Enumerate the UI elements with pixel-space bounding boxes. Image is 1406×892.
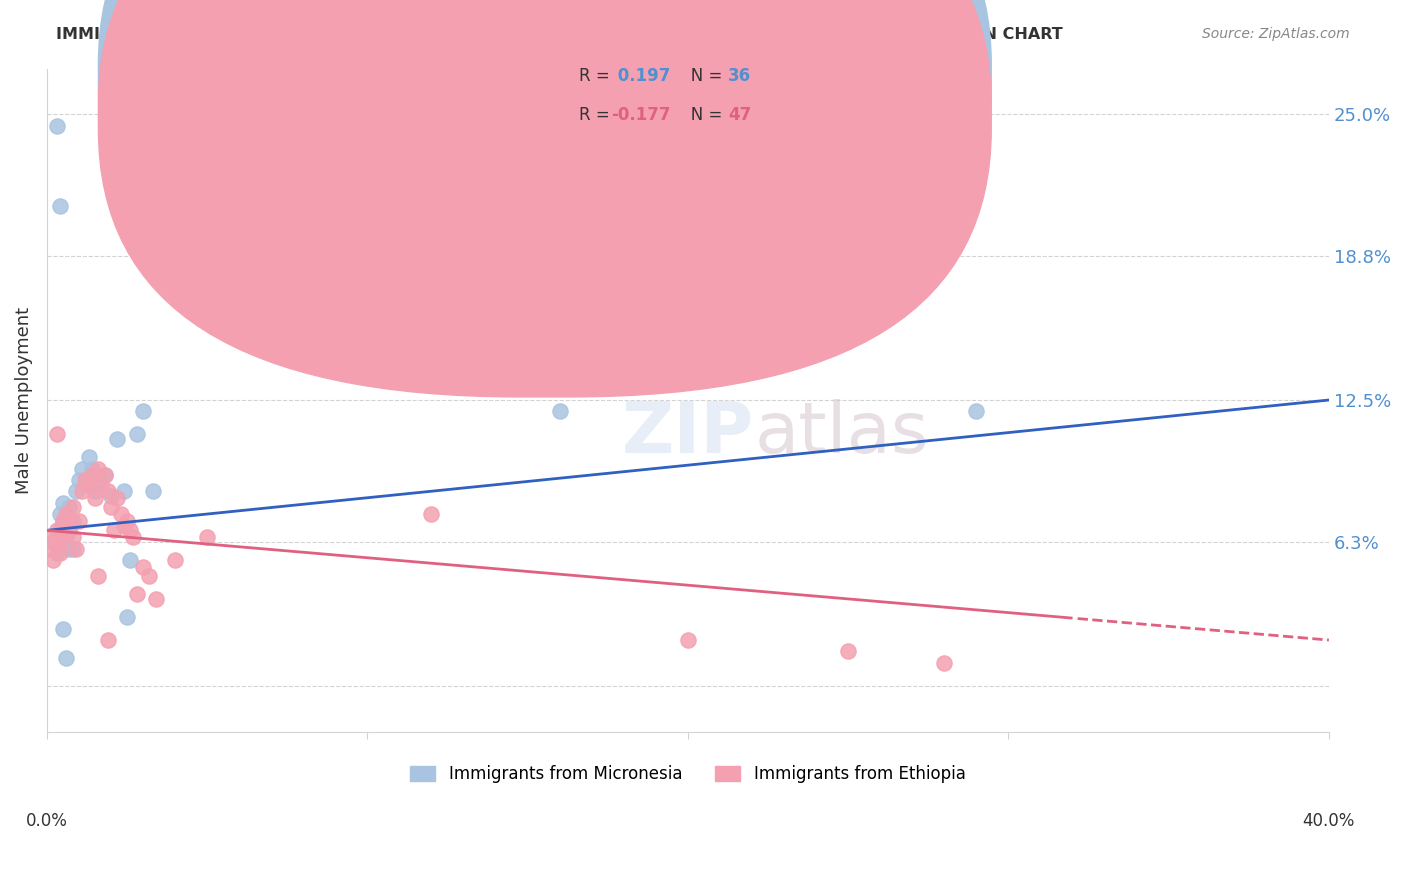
Point xyxy=(58,514,80,528)
Point xyxy=(112,518,135,533)
Point xyxy=(90,477,112,491)
Y-axis label: Male Unemployment: Male Unemployment xyxy=(15,307,32,493)
Point xyxy=(55,530,77,544)
Point xyxy=(93,468,115,483)
Point xyxy=(115,610,138,624)
Point xyxy=(105,432,128,446)
Point xyxy=(65,541,87,556)
Text: -0.177: -0.177 xyxy=(612,106,671,124)
Point xyxy=(52,530,75,544)
Point xyxy=(965,404,987,418)
Point xyxy=(48,534,70,549)
Point xyxy=(676,633,699,648)
Point xyxy=(45,119,67,133)
Text: Source: ZipAtlas.com: Source: ZipAtlas.com xyxy=(1202,27,1350,41)
Text: ZIP: ZIP xyxy=(621,399,754,467)
Point xyxy=(145,591,167,606)
Point xyxy=(62,500,84,515)
Point xyxy=(70,484,93,499)
Point xyxy=(77,477,100,491)
Point xyxy=(97,484,120,499)
Point xyxy=(58,524,80,538)
Point xyxy=(67,473,90,487)
Point xyxy=(48,524,70,538)
Point xyxy=(42,553,65,567)
Point xyxy=(93,468,115,483)
Text: 36: 36 xyxy=(728,67,751,85)
Point xyxy=(122,530,145,544)
Point xyxy=(120,524,142,538)
Text: N =: N = xyxy=(675,106,727,124)
Text: R =: R = xyxy=(579,106,616,124)
Point xyxy=(105,491,128,506)
Point xyxy=(420,508,443,522)
Point xyxy=(42,530,65,544)
Point xyxy=(138,569,160,583)
Point xyxy=(100,489,122,503)
Point xyxy=(67,514,90,528)
Point xyxy=(132,560,155,574)
Text: 47: 47 xyxy=(728,106,752,124)
Point xyxy=(45,427,67,442)
Point xyxy=(97,633,120,648)
Point xyxy=(77,477,100,491)
Point xyxy=(58,500,80,515)
Point xyxy=(42,534,65,549)
Point xyxy=(87,461,110,475)
Text: atlas: atlas xyxy=(755,399,929,467)
Point xyxy=(110,508,132,522)
Point xyxy=(195,530,218,544)
Text: IMMIGRANTS FROM MICRONESIA VS IMMIGRANTS FROM ETHIOPIA MALE UNEMPLOYMENT CORRELA: IMMIGRANTS FROM MICRONESIA VS IMMIGRANTS… xyxy=(56,27,1063,42)
Point xyxy=(52,622,75,636)
Point xyxy=(48,546,70,560)
Point xyxy=(80,461,103,475)
Point xyxy=(62,514,84,528)
Point xyxy=(112,484,135,499)
Point xyxy=(45,524,67,538)
Point xyxy=(142,484,165,499)
Point xyxy=(132,404,155,418)
Text: 40.0%: 40.0% xyxy=(1303,812,1355,830)
Point xyxy=(39,541,62,556)
Point xyxy=(55,518,77,533)
Point xyxy=(125,427,148,442)
Point xyxy=(58,541,80,556)
Text: 0.197: 0.197 xyxy=(612,67,671,85)
Point xyxy=(115,514,138,528)
Point xyxy=(55,508,77,522)
Point xyxy=(165,553,187,567)
Point xyxy=(55,651,77,665)
Point xyxy=(120,553,142,567)
Point xyxy=(87,569,110,583)
Point xyxy=(548,404,571,418)
Point xyxy=(87,473,110,487)
Point xyxy=(62,541,84,556)
Point xyxy=(45,546,67,560)
Point xyxy=(84,484,107,499)
Point xyxy=(58,524,80,538)
Point xyxy=(62,530,84,544)
Legend: Immigrants from Micronesia, Immigrants from Ethiopia: Immigrants from Micronesia, Immigrants f… xyxy=(404,758,972,789)
Point xyxy=(125,587,148,601)
Text: 0.0%: 0.0% xyxy=(25,812,67,830)
Point xyxy=(52,496,75,510)
Point xyxy=(65,484,87,499)
Point xyxy=(52,514,75,528)
Point xyxy=(84,491,107,506)
Point xyxy=(52,514,75,528)
Point xyxy=(80,468,103,483)
Point xyxy=(837,644,859,658)
Point xyxy=(70,461,93,475)
Point xyxy=(48,199,70,213)
Point xyxy=(48,508,70,522)
Text: N =: N = xyxy=(675,67,727,85)
Point xyxy=(75,473,97,487)
Text: R =: R = xyxy=(579,67,616,85)
Point xyxy=(934,656,956,670)
Point xyxy=(55,518,77,533)
Point xyxy=(100,500,122,515)
Point xyxy=(45,537,67,551)
Point xyxy=(77,450,100,465)
Point xyxy=(103,524,125,538)
